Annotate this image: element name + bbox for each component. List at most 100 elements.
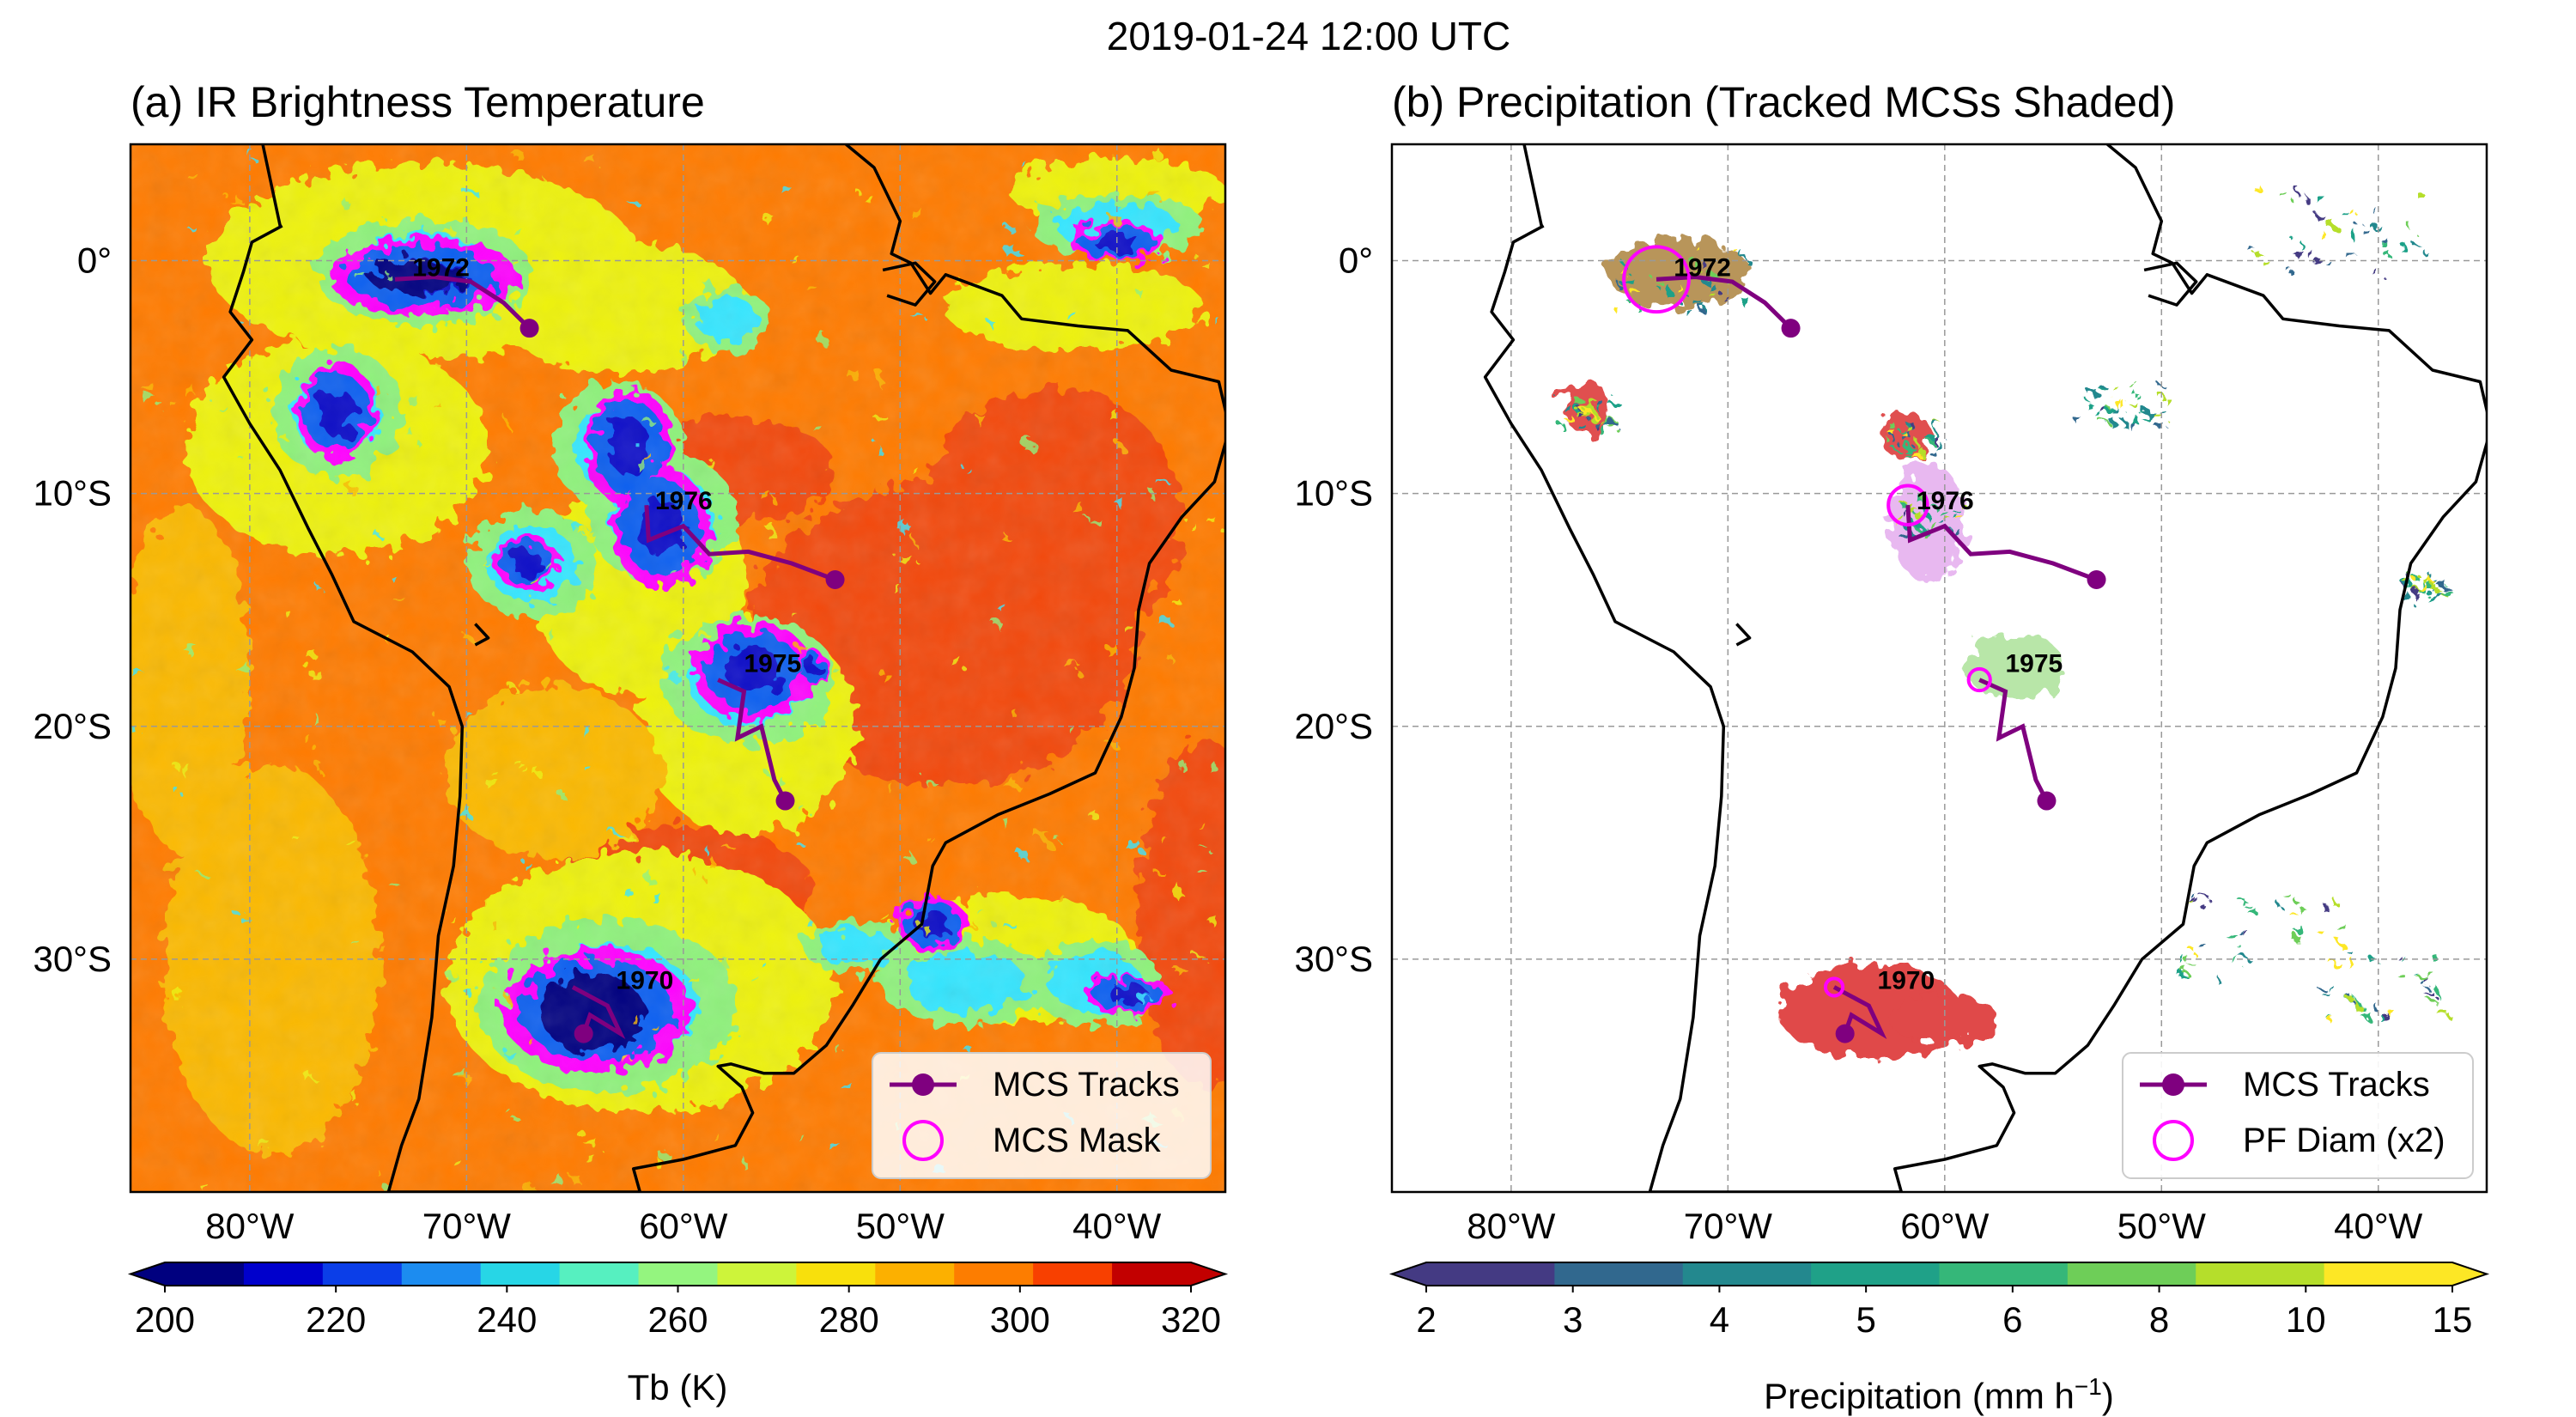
precip-speckle [1702, 304, 1706, 309]
precip-speckle [2424, 983, 2428, 988]
panel-a-gridlines [131, 144, 1225, 1192]
precip-speckle [1709, 293, 1716, 298]
precip-speckle [1694, 270, 1703, 273]
precip-speckle [2300, 192, 2305, 199]
precip-speckle [2420, 976, 2428, 982]
lon-tick-label: 40°W [2334, 1206, 2423, 1246]
precip-speckle [2417, 247, 2424, 252]
precip-speckle [2157, 405, 2161, 411]
coastline-marajo [882, 261, 937, 307]
precip-speckle [2190, 902, 2196, 906]
coastline-north_edge [1522, 144, 1543, 227]
precip-speckle [2157, 382, 2163, 386]
mcs-id-label-1976: 1976 [655, 487, 713, 515]
mcs-track-end-1976 [2087, 569, 2106, 589]
mcs-track-1976 [644, 505, 836, 582]
precip-speckle [2323, 992, 2329, 997]
precip-speckle [2428, 997, 2434, 1003]
precip-speckle [1938, 434, 1941, 440]
precip-speckle [1597, 425, 1606, 433]
precip-speckle [2293, 248, 2301, 255]
precip-speckle [1957, 517, 1965, 521]
precip-speckle [2372, 268, 2377, 271]
lat-tick-label: 10°S [33, 473, 112, 514]
precip-speckle [2155, 423, 2165, 429]
lon-tick-label: 60°W [639, 1206, 728, 1246]
precip-speckle [1911, 424, 1916, 430]
colorbar-extend-low [1392, 1262, 1426, 1286]
precip-speckle [1901, 444, 1908, 451]
precip-speckle [2422, 989, 2432, 994]
precip-speckle [2433, 955, 2438, 962]
precip-speckle [1884, 437, 1888, 441]
precip-speckle [1913, 526, 1922, 532]
precip-speckle [2439, 1011, 2448, 1017]
precip-speckle [2360, 1008, 2367, 1015]
precip-speckle [1920, 526, 1927, 532]
precip-speckle [2146, 411, 2154, 418]
precip-speckle [2435, 579, 2445, 585]
precip-speckle [1927, 436, 1935, 441]
precip-speckle [1598, 404, 1601, 410]
colorbar-segment [559, 1262, 640, 1286]
precip-speckle [1603, 417, 1610, 424]
precip-speckle [1678, 289, 1686, 293]
precip-speckle [2259, 258, 2268, 263]
precip-speckle [1888, 423, 1895, 429]
precip-speckle [1917, 499, 1926, 502]
precip-speckle [2129, 423, 2138, 430]
panel-a-coastline [222, 144, 1225, 1192]
mcs-1970-region [1890, 994, 1999, 1046]
precip-speckle [1904, 438, 1908, 442]
pf-diam-circle-1975 [1966, 666, 1992, 693]
colorbar-segment [243, 1262, 324, 1286]
pf-diam-circle-1976 [1886, 483, 1929, 526]
colorbar-precip [1388, 1262, 2490, 1286]
precip-speckle [2234, 960, 2242, 966]
precip-speckle [1565, 406, 1572, 413]
precip-speckle [2107, 417, 2114, 425]
panel-b-axis-labels: 80°W 70°W 60°W 50°W 40°W 0° 10°S 20°S 30°S [1294, 240, 2422, 1246]
precip-speckle [2426, 979, 2430, 987]
precip-speckle [2201, 943, 2206, 949]
precip-speckle [1631, 289, 1638, 294]
precip-speckle [2320, 931, 2324, 937]
panel-b-gridlines [1392, 144, 2487, 1192]
precip-speckle [2180, 957, 2185, 964]
precip-speckle [2318, 985, 2324, 990]
precip-speckle [1691, 242, 1695, 246]
precip-speckle [1931, 435, 1941, 442]
coastline-lakes [474, 623, 490, 647]
precip-speckle [1891, 431, 1897, 437]
colorbar-segment [2324, 1262, 2453, 1286]
colorbar-extend-high [2452, 1262, 2487, 1286]
precip-speckle [1615, 307, 1619, 313]
precip-speckle [2183, 969, 2190, 975]
precip-speckle [2130, 377, 2134, 381]
precip-speckle [1949, 506, 1957, 509]
mcs-track-end-1972 [1781, 319, 1801, 338]
precip-speckle [2187, 961, 2194, 964]
panel-a-tracks: 1972 1976 1975 1970 [394, 254, 845, 1043]
precip-speckle [2396, 952, 2400, 958]
colorbar-segment [401, 1262, 482, 1286]
precip-speckle [1597, 418, 1602, 423]
precip-speckle [2419, 589, 2427, 594]
precip-speckle [2403, 580, 2412, 587]
precip-speckle [1692, 299, 1702, 304]
precip-speckle [1742, 254, 1747, 261]
panel-a-title: (a) IR Brightness Temperature [131, 78, 705, 126]
colorbar-precip-label: Precipitation (mm h−1) [1764, 1373, 2114, 1416]
precip-speckle [1660, 284, 1665, 291]
precip-speckle [2439, 585, 2447, 593]
precip-speckle [2402, 958, 2407, 963]
colorbar-segment [1554, 1262, 1684, 1286]
lat-tick-label: 30°S [33, 939, 112, 979]
precip-speckle [2410, 585, 2415, 590]
precip-speckle [1929, 440, 1935, 446]
lat-tick-label: 10°S [1294, 473, 1373, 514]
precip-speckle [1576, 398, 1583, 406]
precip-speckle [1611, 402, 1620, 408]
precip-speckle [2404, 586, 2410, 590]
precip-speckle [2099, 404, 2104, 411]
